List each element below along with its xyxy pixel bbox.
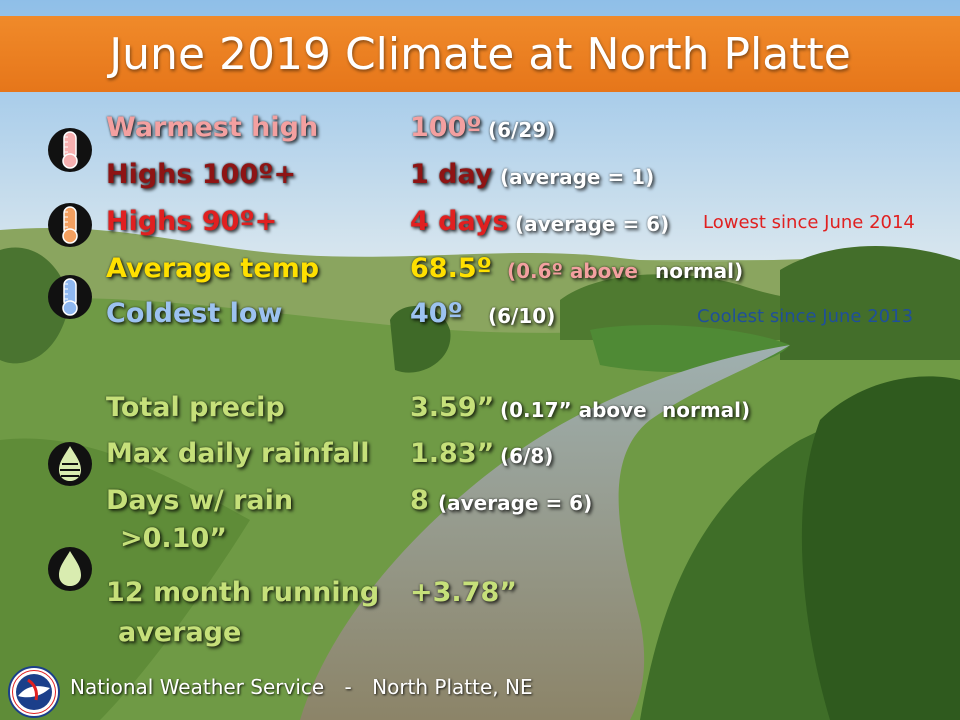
total-precip-label: Total precip	[106, 392, 285, 423]
total-precip-value: 3.59”	[410, 392, 495, 423]
warmest-high-date: (6/29)	[488, 118, 556, 142]
footer-agency: National Weather Service	[70, 675, 325, 699]
highs-90-label: Highs 90º+	[106, 206, 278, 237]
running-average-label: 12 month running	[106, 577, 380, 608]
total-precip-anomaly: (0.17” above	[500, 398, 647, 422]
rain-drop-striped-icon	[48, 442, 92, 486]
max-daily-rainfall-label: Max daily rainfall	[106, 438, 370, 469]
rain-drop-icon	[48, 547, 92, 591]
max-daily-rainfall-date: (6/8)	[500, 444, 554, 468]
coldest-low-value: 40º	[410, 298, 463, 329]
footer-office: North Platte, NE	[372, 675, 533, 699]
footer: National Weather Service - North Platte,…	[70, 675, 533, 699]
max-daily-rainfall-value: 1.83”	[410, 438, 495, 469]
coldest-low-label: Coldest low	[106, 298, 283, 329]
highs-100-value: 1 day	[410, 159, 493, 190]
running-average-value: +3.78”	[410, 577, 517, 608]
highs-100-average: (average = 1)	[500, 165, 655, 189]
highs-100-label: Highs 100º+	[106, 159, 297, 190]
title-banner: June 2019 Climate at North Platte	[0, 16, 960, 92]
days-with-rain-value: 8	[410, 485, 429, 516]
total-precip-normal: normal)	[662, 398, 751, 422]
thermometer-hot-icon	[48, 128, 92, 172]
nws-logo-icon	[8, 666, 60, 718]
running-average-label-line2: average	[118, 617, 242, 648]
days-with-rain-threshold: >0.10”	[120, 523, 227, 554]
coldest-low-note: Coolest since June 2013	[697, 306, 914, 327]
days-with-rain-average: (average = 6)	[438, 491, 593, 515]
footer-separator: -	[344, 675, 352, 699]
page-title: June 2019 Climate at North Platte	[109, 28, 851, 80]
days-with-rain-label: Days w/ rain	[106, 485, 294, 516]
warmest-high-value: 100º	[410, 112, 482, 143]
highs-90-note: Lowest since June 2014	[703, 212, 915, 233]
average-temp-label: Average temp	[106, 253, 320, 284]
average-temp-normal: normal)	[655, 259, 744, 283]
highs-90-value: 4 days	[410, 206, 509, 237]
coldest-low-date: (6/10)	[488, 304, 556, 328]
warmest-high-label: Warmest high	[106, 112, 319, 143]
average-temp-anomaly: (0.6º above	[507, 259, 638, 283]
thermometer-cold-icon	[48, 275, 92, 319]
thermometer-warm-icon	[48, 203, 92, 247]
average-temp-value: 68.5º	[410, 253, 492, 284]
highs-90-average: (average = 6)	[515, 212, 670, 236]
